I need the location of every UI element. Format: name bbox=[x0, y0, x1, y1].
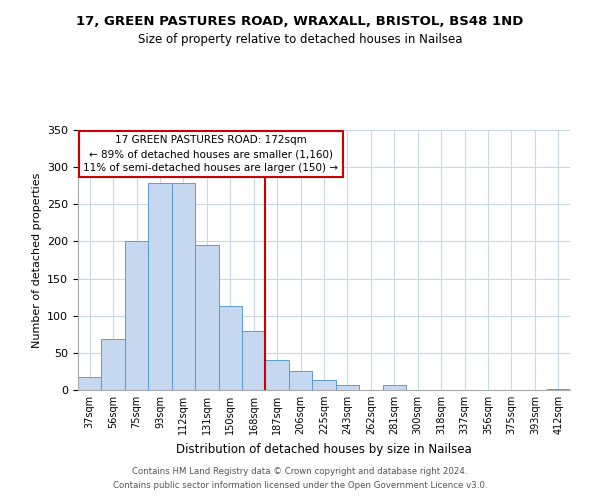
Text: Contains HM Land Registry data © Crown copyright and database right 2024.: Contains HM Land Registry data © Crown c… bbox=[132, 467, 468, 476]
Bar bbox=[336, 385, 359, 390]
Bar bbox=[195, 245, 218, 390]
Bar bbox=[172, 184, 195, 390]
X-axis label: Distribution of detached houses by size in Nailsea: Distribution of detached houses by size … bbox=[176, 442, 472, 456]
Text: Size of property relative to detached houses in Nailsea: Size of property relative to detached ho… bbox=[138, 32, 462, 46]
Bar bbox=[312, 380, 336, 390]
Bar bbox=[78, 376, 101, 390]
Bar bbox=[101, 340, 125, 390]
Bar bbox=[218, 306, 242, 390]
Bar bbox=[289, 372, 312, 390]
Text: 17, GREEN PASTURES ROAD, WRAXALL, BRISTOL, BS48 1ND: 17, GREEN PASTURES ROAD, WRAXALL, BRISTO… bbox=[76, 15, 524, 28]
Bar bbox=[547, 388, 570, 390]
Text: Contains public sector information licensed under the Open Government Licence v3: Contains public sector information licen… bbox=[113, 481, 487, 490]
Bar bbox=[125, 242, 148, 390]
Bar bbox=[383, 385, 406, 390]
Bar bbox=[148, 184, 172, 390]
Bar bbox=[265, 360, 289, 390]
Text: 17 GREEN PASTURES ROAD: 172sqm
← 89% of detached houses are smaller (1,160)
11% : 17 GREEN PASTURES ROAD: 172sqm ← 89% of … bbox=[83, 135, 338, 173]
Y-axis label: Number of detached properties: Number of detached properties bbox=[32, 172, 41, 348]
Bar bbox=[242, 330, 265, 390]
